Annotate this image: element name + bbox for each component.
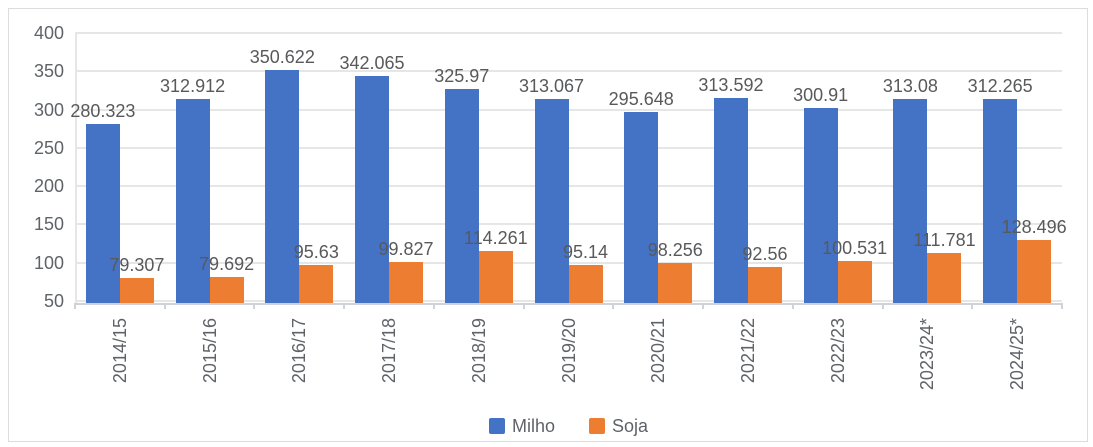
y-axis-label: 400 <box>33 23 64 43</box>
bar-soja-4[interactable] <box>478 250 513 303</box>
value-label-soja-2: 95.63 <box>293 242 339 263</box>
bar-soja-1[interactable] <box>209 277 244 303</box>
legend-label-milho: Milho <box>511 416 555 436</box>
y-axis-label: 150 <box>33 214 64 235</box>
value-label-soja-7: 92.56 <box>742 244 788 265</box>
bar-milho-3[interactable] <box>355 76 390 303</box>
gridline-150 <box>75 223 1062 226</box>
gridline-250 <box>75 146 1062 149</box>
x-axis-label-9: 2023/24* <box>917 318 938 391</box>
value-label-milho-8: 300.91 <box>793 84 849 105</box>
value-label-soja-5: 95.14 <box>562 242 609 263</box>
value-label-soja-0: 79.307 <box>109 254 165 275</box>
bar-milho-6[interactable] <box>624 111 659 303</box>
bar-soja-3[interactable] <box>389 261 424 303</box>
x-axis-label-5: 2019/20 <box>558 318 579 384</box>
bar-milho-9[interactable] <box>893 98 928 303</box>
x-axis-tick <box>702 303 705 309</box>
bar-soja-6[interactable] <box>658 263 693 303</box>
x-axis-label-4: 2018/19 <box>468 318 489 384</box>
bar-milho-5[interactable] <box>534 98 569 303</box>
x-axis-label-0: 2014/15 <box>109 318 130 384</box>
gridline-100 <box>75 261 1062 264</box>
gridline-400 <box>75 32 1062 34</box>
milho-swatch-icon <box>488 418 505 434</box>
bar-milho-0[interactable] <box>85 123 120 303</box>
x-axis-label-10: 2024/25* <box>1007 318 1028 391</box>
value-label-soja-4: 114.261 <box>463 227 528 248</box>
bar-milho-7[interactable] <box>713 98 748 303</box>
soja-swatch-icon <box>588 418 605 434</box>
value-label-soja-6: 98.256 <box>647 240 703 261</box>
x-axis-tick <box>612 303 615 309</box>
x-axis-label-8: 2022/23 <box>827 318 848 384</box>
bar-soja-0[interactable] <box>119 277 154 303</box>
value-label-milho-6: 295.648 <box>608 88 674 109</box>
bar-soja-8[interactable] <box>837 261 872 303</box>
x-axis-label-6: 2020/21 <box>648 318 669 384</box>
value-label-milho-4: 325.97 <box>434 65 490 86</box>
y-axis-label: 350 <box>33 61 64 82</box>
value-label-milho-7: 313.592 <box>698 75 764 96</box>
bar-soja-5[interactable] <box>568 265 603 303</box>
value-label-milho-2: 350.622 <box>249 46 315 67</box>
y-axis-label: 300 <box>33 99 64 120</box>
value-label-soja-9: 111.781 <box>913 229 976 250</box>
x-axis-tick <box>163 303 166 309</box>
bar-soja-2[interactable] <box>299 265 334 303</box>
value-label-soja-3: 99.827 <box>378 238 434 259</box>
value-label-soja-10: 128.496 <box>1001 216 1067 237</box>
x-axis-tick <box>1061 303 1063 309</box>
x-axis-tick <box>881 303 884 309</box>
x-axis-tick <box>253 303 256 309</box>
bar-milho-8[interactable] <box>803 107 838 303</box>
legend-label-soja: Soja <box>611 416 649 436</box>
x-axis-label-7: 2021/22 <box>737 318 758 384</box>
x-axis-tick <box>791 303 794 309</box>
value-label-soja-1: 79.692 <box>199 254 255 275</box>
value-label-milho-5: 313.067 <box>518 75 585 96</box>
legend-item-soja[interactable]: Soja <box>588 416 649 436</box>
value-label-milho-10: 312.265 <box>967 76 1033 97</box>
bar-soja-7[interactable] <box>747 267 782 303</box>
x-axis-tick <box>432 303 435 309</box>
x-axis-label-1: 2015/16 <box>199 318 220 384</box>
bar-soja-10[interactable] <box>1017 239 1052 303</box>
plot-left-border <box>75 32 77 303</box>
x-axis-label-3: 2017/18 <box>379 318 400 384</box>
value-label-milho-9: 313.08 <box>882 75 938 96</box>
value-label-milho-0: 280.323 <box>70 100 136 121</box>
x-axis-line <box>75 303 1062 305</box>
bar-milho-2[interactable] <box>265 69 300 303</box>
y-axis-label: 250 <box>33 137 64 158</box>
bar-milho-4[interactable] <box>444 88 479 303</box>
y-axis-label: 100 <box>33 252 64 273</box>
bar-milho-1[interactable] <box>175 98 210 303</box>
value-label-milho-1: 312.912 <box>160 75 226 96</box>
gridline-350 <box>75 70 1062 73</box>
value-label-milho-3: 342.065 <box>339 53 405 74</box>
bar-milho-10[interactable] <box>983 99 1018 303</box>
bar-soja-9[interactable] <box>927 252 962 303</box>
x-axis-tick <box>343 303 346 309</box>
y-axis-label: 200 <box>33 176 64 197</box>
x-axis-label-2: 2016/17 <box>289 318 310 384</box>
chart-legend: Milho Soja <box>75 417 1062 435</box>
x-axis-tick <box>522 303 525 309</box>
legend-item-milho[interactable]: Milho <box>488 416 555 436</box>
gridline-300 <box>75 108 1062 111</box>
x-axis-tick <box>971 303 974 309</box>
value-label-soja-8: 100.531 <box>822 238 888 259</box>
x-axis-tick <box>74 303 76 309</box>
gridline-200 <box>75 185 1062 188</box>
y-axis-label: 50 <box>43 291 64 311</box>
